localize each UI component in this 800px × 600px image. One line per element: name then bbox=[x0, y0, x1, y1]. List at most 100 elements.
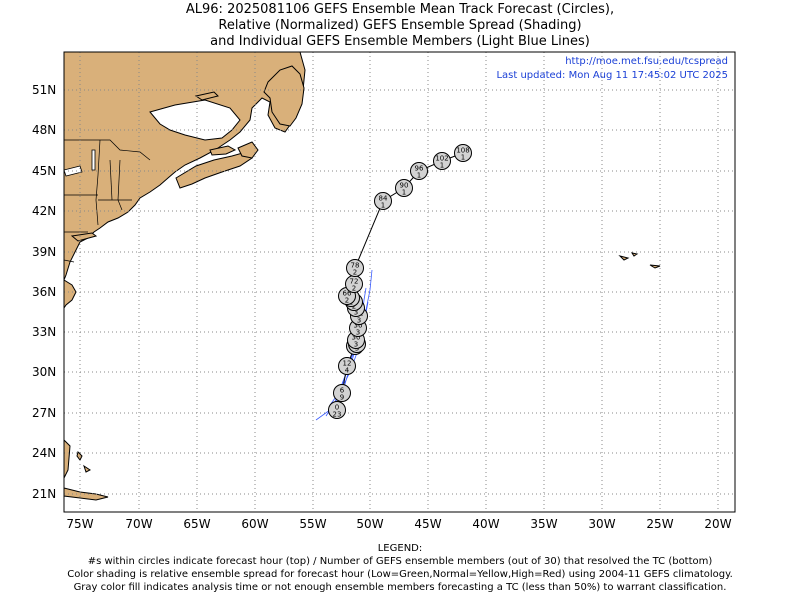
forecast-point: 782 bbox=[346, 259, 364, 277]
map-title: AL96: 2025081106 GEFS Ensemble Mean Trac… bbox=[0, 2, 800, 50]
forecast-circle bbox=[433, 152, 451, 170]
forecast-point: 023 bbox=[328, 401, 346, 419]
forecast-hour-label: 108 bbox=[456, 147, 469, 155]
forecast-point: 961 bbox=[410, 162, 428, 180]
lon-label: 45W bbox=[414, 517, 441, 531]
map-border bbox=[63, 51, 736, 513]
member-count-label: 1 bbox=[417, 172, 421, 180]
credit-updated: Last updated: Mon Aug 11 17:45:02 UTC 20… bbox=[496, 70, 728, 81]
forecast-hour-label: 78 bbox=[351, 262, 360, 270]
forecast-circle bbox=[346, 259, 364, 277]
forecast-circle bbox=[395, 179, 413, 197]
forecast-point: 722 bbox=[345, 275, 363, 293]
lon-label: 20W bbox=[704, 517, 731, 531]
member-count-label: 3 bbox=[357, 317, 361, 325]
lon-label: 35W bbox=[530, 517, 557, 531]
forecast-circle bbox=[338, 357, 356, 375]
forecast-hour-label: 102 bbox=[435, 155, 448, 163]
long-island bbox=[70, 232, 98, 242]
lat-label: 27N bbox=[32, 406, 56, 420]
member-count-label: 3 bbox=[354, 309, 358, 317]
lat-label: 24N bbox=[32, 446, 56, 460]
member-count-label: 1 bbox=[402, 189, 406, 197]
lat-label: 33N bbox=[32, 325, 56, 339]
lon-label: 60W bbox=[241, 517, 268, 531]
anticosti-island bbox=[194, 91, 219, 101]
lon-label: 30W bbox=[588, 517, 615, 531]
credit-url: http://moe.met.fsu.edu/tcspread bbox=[565, 56, 728, 67]
newfoundland bbox=[263, 65, 305, 127]
forecast-point: 901 bbox=[395, 179, 413, 197]
legend: LEGEND: #s within circles indicate forec… bbox=[0, 542, 800, 594]
member-count-label: 23 bbox=[333, 411, 342, 419]
member-count-label: 2 bbox=[352, 303, 356, 311]
lat-label: 21N bbox=[32, 487, 56, 501]
lon-label: 40W bbox=[472, 517, 499, 531]
lat-label: 51N bbox=[32, 83, 56, 97]
forecast-hour-label: 30 bbox=[352, 334, 361, 342]
lat-label: 45N bbox=[32, 164, 56, 178]
lat-label: 42N bbox=[32, 204, 56, 218]
member-count-label: 1 bbox=[461, 154, 465, 162]
forecast-circle bbox=[410, 162, 428, 180]
prince-edward-island bbox=[209, 145, 237, 156]
title-line-2: Relative (Normalized) GEFS Ensemble Spre… bbox=[218, 18, 582, 33]
forecast-hour-label: 12 bbox=[343, 360, 352, 368]
forecast-circle bbox=[374, 192, 392, 210]
member-count-label: 1 bbox=[440, 162, 444, 170]
forecast-hour-label: 90 bbox=[400, 182, 409, 190]
lon-label: 65W bbox=[183, 517, 210, 531]
legend-line-2: Color shading is relative ensemble sprea… bbox=[67, 569, 733, 580]
forecast-hour-label: 84 bbox=[379, 195, 388, 203]
lat-label: 30N bbox=[32, 365, 56, 379]
forecast-point: 841 bbox=[374, 192, 392, 210]
cape-breton bbox=[237, 141, 259, 159]
lat-label: 39N bbox=[32, 245, 56, 259]
lon-label: 25W bbox=[646, 517, 673, 531]
member-count-label: 9 bbox=[340, 394, 344, 402]
member-count-label: 3 bbox=[354, 341, 358, 349]
lon-label: 75W bbox=[66, 517, 93, 531]
member-count-label: 4 bbox=[345, 367, 350, 375]
forecast-hour-label: 36 bbox=[354, 322, 363, 330]
lat-label: 36N bbox=[32, 285, 56, 299]
member-count-label: 1 bbox=[381, 202, 385, 210]
forecast-hour-label: 66 bbox=[343, 290, 352, 298]
legend-heading: LEGEND: bbox=[377, 543, 423, 554]
forecast-circle bbox=[328, 401, 346, 419]
member-count-label: 3 bbox=[356, 329, 360, 337]
forecast-circle bbox=[333, 384, 351, 402]
azores-island-2 bbox=[630, 252, 639, 257]
state-boundaries bbox=[63, 139, 151, 263]
member-count-label: 2 bbox=[353, 269, 357, 277]
lake-champlain bbox=[91, 149, 96, 171]
forecast-hour-label: 0 bbox=[335, 404, 339, 412]
longitude-labels: 75W 70W 65W 60W 55W 50W 45W 40W 35W 30W … bbox=[66, 517, 731, 531]
forecast-point: 124 bbox=[338, 357, 356, 375]
forecast-point: 69 bbox=[333, 384, 351, 402]
forecast-circle bbox=[454, 144, 472, 162]
bahamas-island-2 bbox=[83, 464, 91, 473]
legend-line-3: Gray color fill indicates analysis time … bbox=[73, 582, 727, 593]
legend-line-1: #s within circles indicate forecast hour… bbox=[87, 556, 713, 567]
lon-label: 70W bbox=[125, 517, 152, 531]
nova-scotia bbox=[175, 151, 253, 189]
land-areas bbox=[63, 51, 661, 501]
lat-label: 48N bbox=[32, 123, 56, 137]
member-count-label: 2 bbox=[345, 297, 349, 305]
forecast-hour-label: 72 bbox=[350, 278, 359, 286]
track-circles: 0236912418324330336342348354260266272278… bbox=[328, 144, 472, 419]
title-line-3: and Individual GEFS Ensemble Members (Li… bbox=[210, 34, 590, 49]
forecast-hour-label: 6 bbox=[340, 387, 345, 395]
cuba-hispaniola bbox=[63, 487, 109, 501]
azores-island-1 bbox=[618, 255, 630, 261]
lon-label: 55W bbox=[299, 517, 326, 531]
graticule bbox=[64, 52, 735, 512]
lon-label: 50W bbox=[356, 517, 383, 531]
title-line-1: AL96: 2025081106 GEFS Ensemble Mean Trac… bbox=[185, 2, 615, 17]
forecast-hour-label: 96 bbox=[415, 165, 424, 173]
azores-island-3 bbox=[649, 264, 661, 269]
